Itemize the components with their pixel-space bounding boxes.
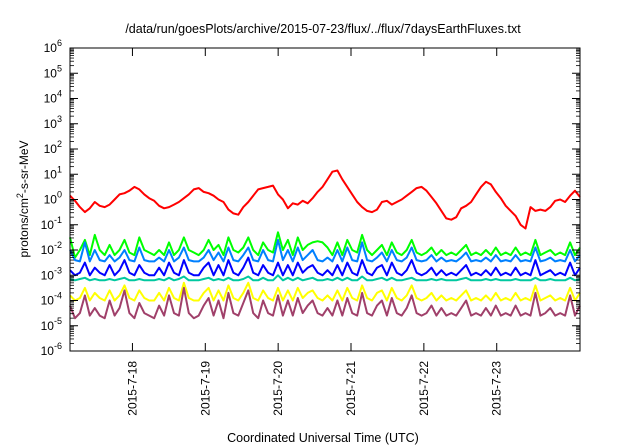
y-tick-label: 10-4 [41,291,62,308]
series-line-6 [69,286,581,320]
y-tick-label: 106 [44,38,62,55]
x-axis: 2015-7-18 2015-7-19 2015-7-20 2015-7-21 2015… [125,48,504,416]
y-axis: 10-6 10-5 10-4 10-3 10-2 10-1 100 101 102 103 104 1… [41,38,580,358]
x-tick-label: 2015-7-21 [344,361,358,416]
plot-frame [69,47,581,352]
y-tick-label: 10-5 [41,316,62,333]
x-tick-label: 2015-7-19 [198,361,212,416]
x-tick-label: 2015-7-22 [417,361,431,416]
y-tick-label: 100 [44,190,62,207]
series-line-0 [69,169,581,230]
x-axis-label: Coordinated Universal Time (UTC) [227,431,419,445]
y-tick-label: 102 [44,139,62,156]
chart-title: /data/run/goesPlots/archive/2015-07-23/f… [125,22,521,36]
y-tick-label: 103 [44,114,62,131]
x-tick-label: 2015-7-18 [125,361,139,416]
y-tick-label: 10-3 [41,265,62,282]
series-layer [69,169,581,320]
y-tick-label: 10-6 [41,341,62,358]
series-line-5 [69,281,581,302]
series-line-3 [69,256,581,277]
y-tick-label: 105 [44,63,62,80]
series-line-4 [69,274,581,282]
x-tick-label: 2015-7-20 [271,361,285,416]
series-line-1 [69,231,581,259]
y-tick-label: 10-1 [41,215,62,232]
y-tick-label: 10-2 [41,240,62,257]
y-axis-label: protons/cm2-s-sr-MeV [15,140,31,257]
y-tick-label: 101 [44,164,62,181]
y-tick-label: 104 [44,89,62,106]
x-tick-label: 2015-7-23 [490,361,504,416]
series-line-2 [69,238,581,263]
